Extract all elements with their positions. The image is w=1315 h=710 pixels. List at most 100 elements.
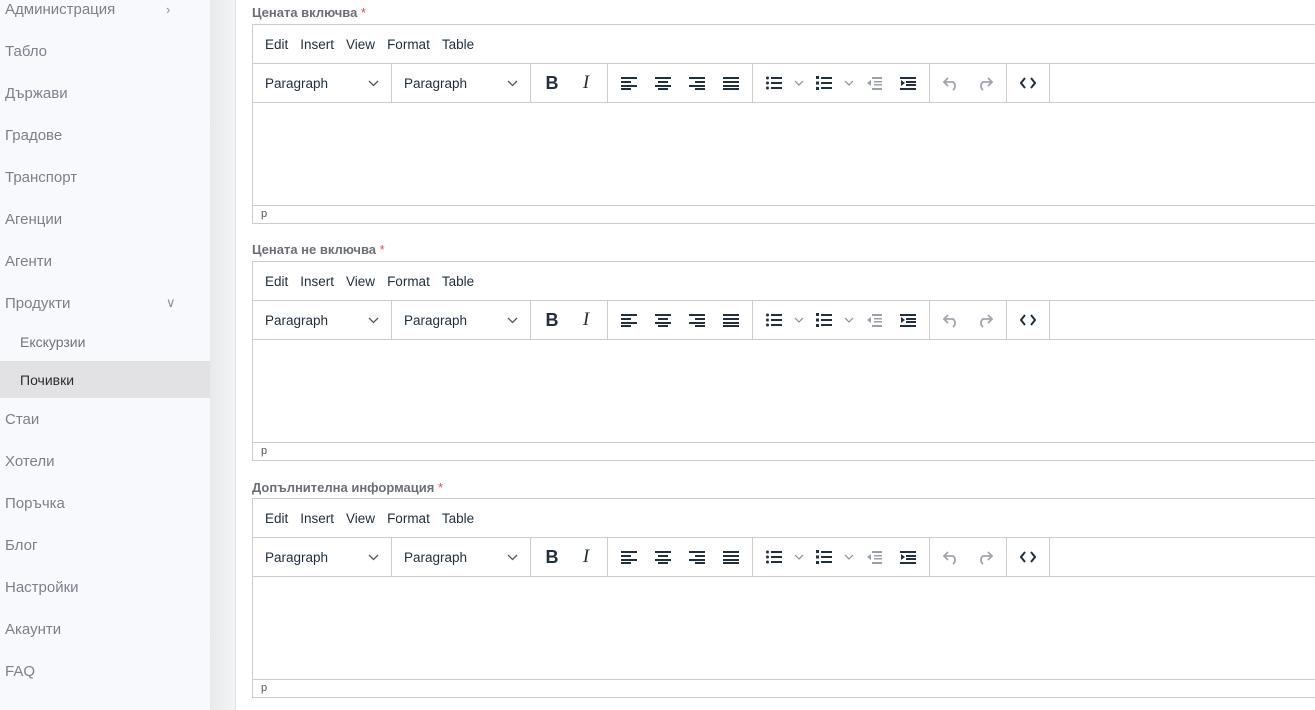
editor-toolbar: Paragraph Paragraph B I: [253, 64, 1315, 103]
numbered-list-icon[interactable]: [807, 64, 841, 102]
sidebar-item-label: Стаи: [5, 410, 40, 428]
editor-content-area[interactable]: [253, 577, 1315, 680]
chevron-down-icon[interactable]: [791, 64, 807, 102]
field-label: Цената не включва *: [252, 242, 385, 257]
source-code-icon[interactable]: [1011, 64, 1045, 102]
font-format-select[interactable]: Paragraph: [392, 301, 531, 339]
menu-insert[interactable]: Insert: [300, 36, 335, 52]
redo-icon[interactable]: [968, 301, 1002, 339]
menu-table[interactable]: Table: [441, 36, 475, 52]
editor-menubar: Edit Insert View Format Table: [253, 499, 1315, 538]
outdent-icon[interactable]: [857, 64, 891, 102]
align-right-icon[interactable]: [680, 64, 714, 102]
menu-view[interactable]: View: [346, 273, 376, 289]
sidebar-item-1[interactable]: Табло: [0, 33, 210, 69]
sidebar-item-16[interactable]: FAQ: [0, 653, 210, 689]
numbered-list-icon[interactable]: [807, 301, 841, 339]
outdent-icon[interactable]: [857, 301, 891, 339]
source-code-icon[interactable]: [1011, 301, 1045, 339]
sidebar: Администрация › Табло Държави Градове Транспо…: [0, 0, 210, 710]
indent-icon[interactable]: [891, 301, 925, 339]
bullet-list-icon[interactable]: [757, 538, 791, 576]
source-code-icon[interactable]: [1011, 538, 1045, 576]
sidebar-item-6[interactable]: Агенти: [0, 243, 210, 279]
align-left-icon[interactable]: [612, 538, 646, 576]
editor-menubar: Edit Insert View Format Table: [253, 25, 1315, 64]
indent-icon[interactable]: [891, 538, 925, 576]
bold-icon[interactable]: B: [545, 309, 559, 330]
field-label: Цената включва *: [252, 5, 366, 20]
align-center-icon[interactable]: [646, 538, 680, 576]
align-right-icon[interactable]: [680, 538, 714, 576]
align-center-icon[interactable]: [646, 64, 680, 102]
block-format-select[interactable]: Paragraph: [253, 64, 392, 102]
menu-edit[interactable]: Edit: [265, 273, 289, 289]
menu-insert[interactable]: Insert: [300, 510, 335, 526]
block-format-select[interactable]: Paragraph: [253, 538, 392, 576]
sidebar-item-9[interactable]: Почивки: [0, 361, 210, 398]
align-justify-icon[interactable]: [714, 538, 748, 576]
indent-icon[interactable]: [891, 64, 925, 102]
redo-icon[interactable]: [968, 64, 1002, 102]
undo-icon[interactable]: [934, 64, 968, 102]
editor-status-path: p: [261, 682, 268, 694]
bold-icon[interactable]: B: [545, 546, 559, 567]
italic-icon[interactable]: I: [582, 546, 590, 567]
sidebar-item-3[interactable]: Градове: [0, 117, 210, 153]
sidebar-item-15[interactable]: Акаунти: [0, 611, 210, 647]
bold-icon[interactable]: B: [545, 72, 559, 93]
menu-insert[interactable]: Insert: [300, 273, 335, 289]
chevron-down-icon[interactable]: [841, 538, 857, 576]
numbered-list-icon[interactable]: [807, 538, 841, 576]
menu-view[interactable]: View: [346, 510, 376, 526]
font-format-select[interactable]: Paragraph: [392, 64, 531, 102]
redo-icon[interactable]: [968, 538, 1002, 576]
chevron-down-icon[interactable]: [791, 301, 807, 339]
italic-icon[interactable]: I: [582, 309, 590, 330]
chevron-down-icon[interactable]: [791, 538, 807, 576]
undo-icon[interactable]: [934, 538, 968, 576]
align-justify-icon[interactable]: [714, 301, 748, 339]
undo-icon[interactable]: [934, 301, 968, 339]
sidebar-item-label: Акаунти: [5, 620, 62, 638]
editor-content-area[interactable]: [253, 340, 1315, 443]
menu-edit[interactable]: Edit: [265, 510, 289, 526]
chevron-down-icon[interactable]: [841, 301, 857, 339]
align-justify-icon[interactable]: [714, 64, 748, 102]
sidebar-item-4[interactable]: Транспорт: [0, 159, 210, 195]
sidebar-item-10[interactable]: Стаи: [0, 401, 210, 437]
outdent-icon[interactable]: [857, 538, 891, 576]
sidebar-item-label: Поръчка: [5, 494, 65, 512]
menu-format[interactable]: Format: [387, 510, 430, 526]
rich-text-editor: Edit Insert View Format Table Paragraph Para…: [252, 24, 1315, 224]
menu-table[interactable]: Table: [441, 273, 475, 289]
sidebar-item-label: Блог: [5, 536, 38, 554]
sidebar-item-11[interactable]: Хотели: [0, 443, 210, 479]
sidebar-item-5[interactable]: Агенции: [0, 201, 210, 237]
chevron-down-icon[interactable]: [841, 64, 857, 102]
sidebar-item-12[interactable]: Поръчка: [0, 485, 210, 521]
menu-format[interactable]: Format: [387, 273, 430, 289]
sidebar-item-0[interactable]: Администрация ›: [0, 0, 210, 27]
align-center-icon[interactable]: [646, 301, 680, 339]
block-format-select[interactable]: Paragraph: [253, 301, 392, 339]
sidebar-item-label: Продукти: [5, 294, 71, 312]
editor-content-area[interactable]: [253, 103, 1315, 206]
align-left-icon[interactable]: [612, 301, 646, 339]
bullet-list-icon[interactable]: [757, 301, 791, 339]
sidebar-item-2[interactable]: Държави: [0, 75, 210, 111]
menu-view[interactable]: View: [346, 36, 376, 52]
menu-format[interactable]: Format: [387, 36, 430, 52]
chevron-down-icon: [507, 317, 518, 324]
align-left-icon[interactable]: [612, 64, 646, 102]
sidebar-item-8[interactable]: Екскурзии: [0, 324, 210, 360]
font-format-select[interactable]: Paragraph: [392, 538, 531, 576]
sidebar-item-14[interactable]: Настройки: [0, 569, 210, 605]
align-right-icon[interactable]: [680, 301, 714, 339]
sidebar-item-13[interactable]: Блог: [0, 527, 210, 563]
italic-icon[interactable]: I: [582, 72, 590, 93]
menu-table[interactable]: Table: [441, 510, 475, 526]
menu-edit[interactable]: Edit: [265, 36, 289, 52]
sidebar-item-7[interactable]: Продукти ∨: [0, 285, 210, 321]
bullet-list-icon[interactable]: [757, 64, 791, 102]
